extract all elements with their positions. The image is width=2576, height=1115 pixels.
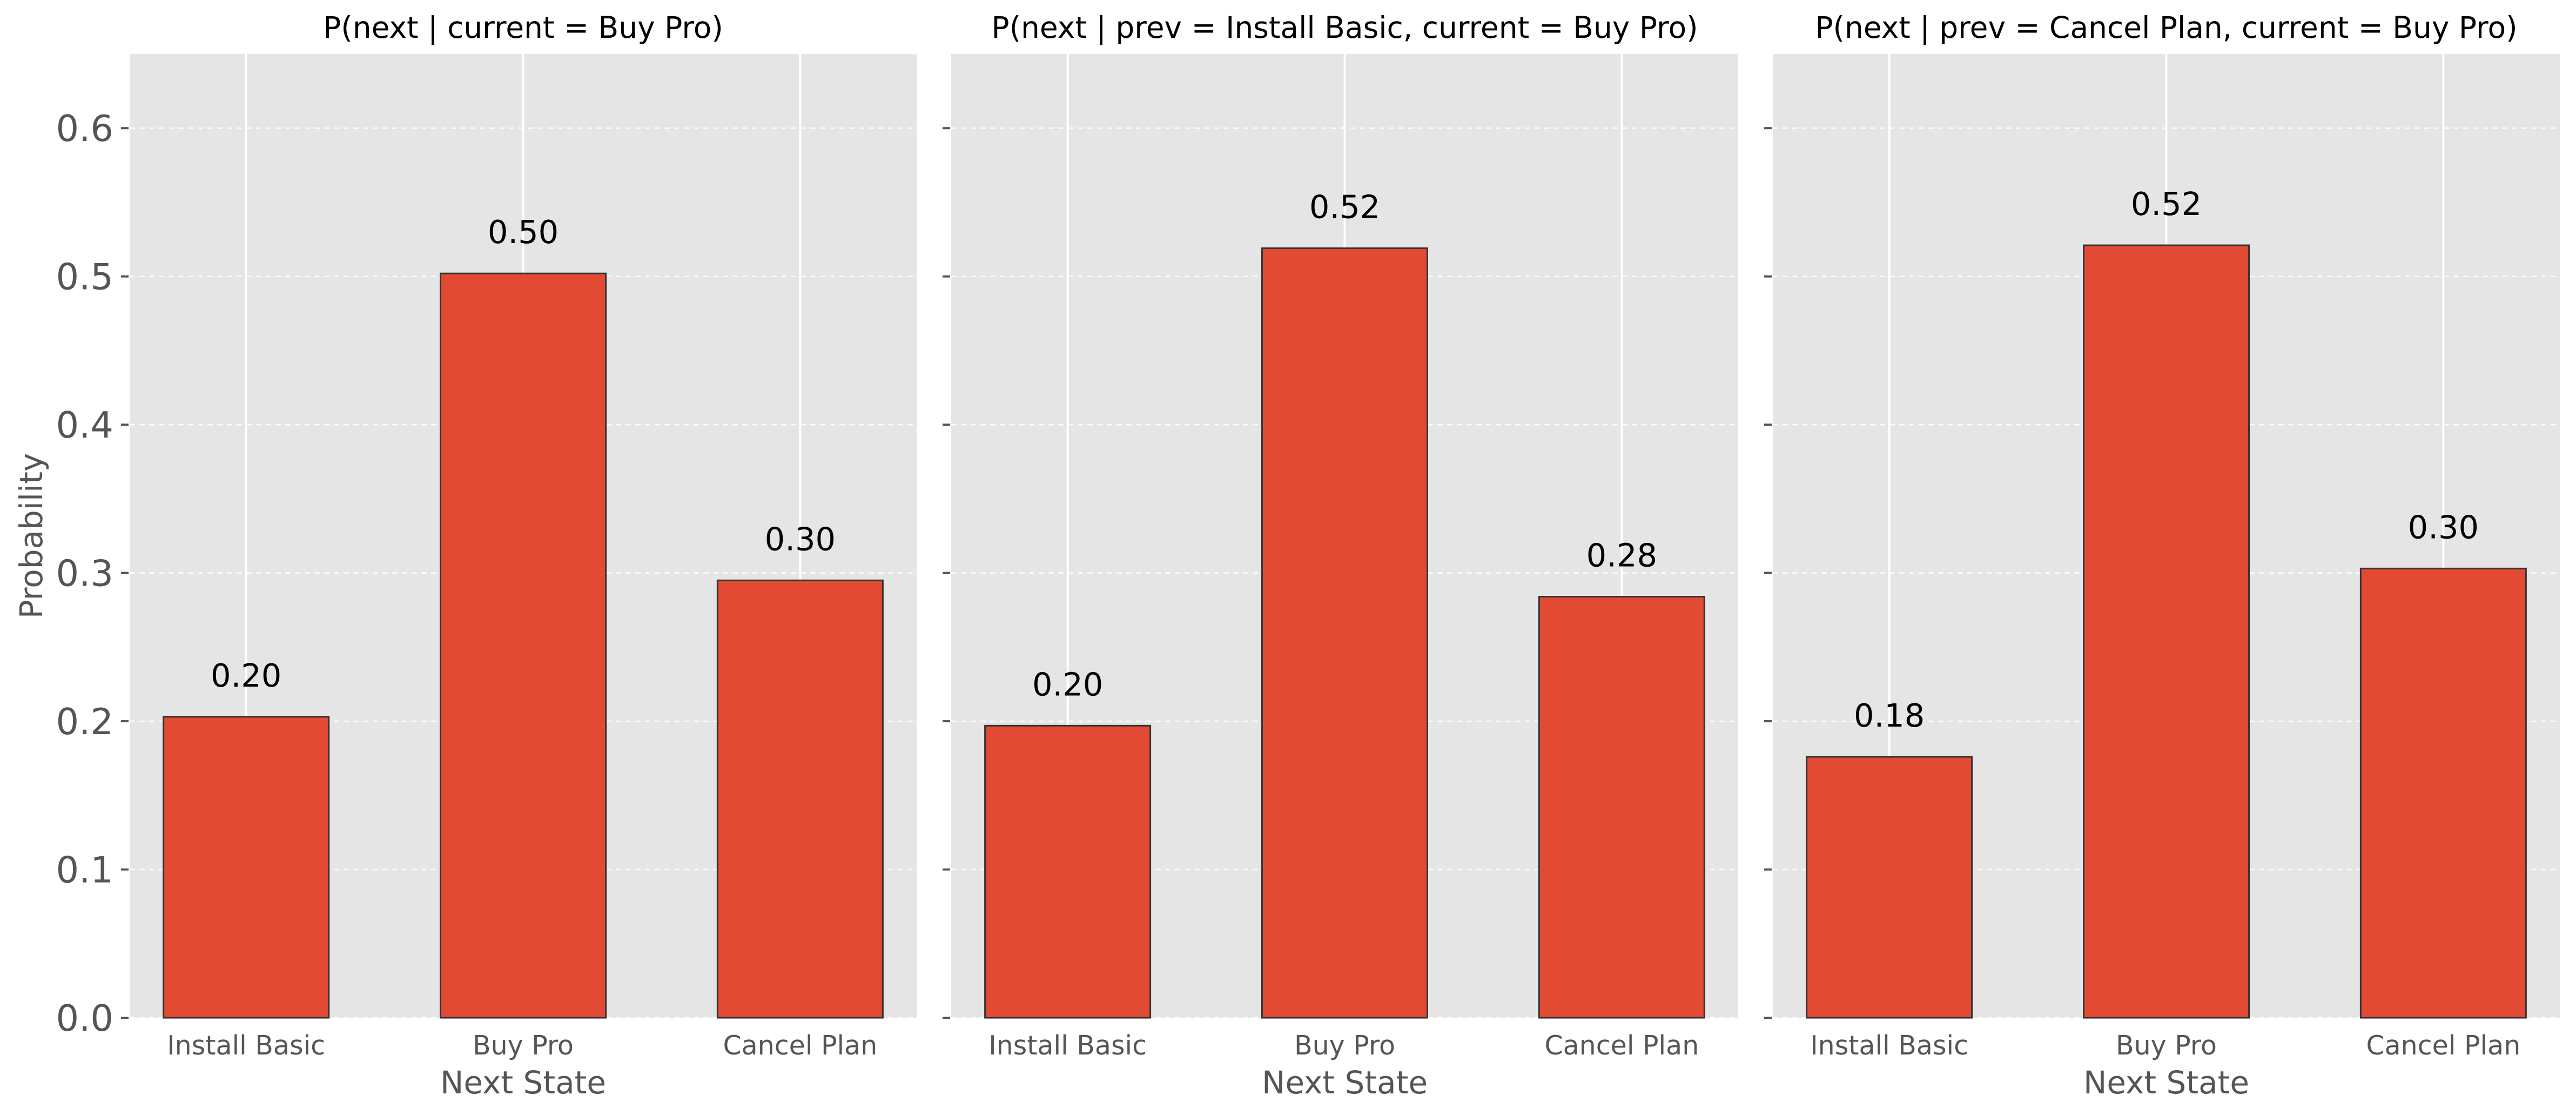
x-tick-label: Cancel Plan (1544, 1030, 1699, 1061)
x-axis-label: Next State (1262, 1064, 1428, 1101)
x-tick-label: Cancel Plan (723, 1030, 877, 1061)
bar-buy-pro (1261, 247, 1428, 1019)
y-tick-label: 0.3 (56, 553, 113, 595)
bar-buy-pro (440, 272, 607, 1019)
bar-cancel-plan (2359, 567, 2527, 1019)
x-tick-label: Install Basic (1810, 1030, 1968, 1061)
chart-panel-3: 0.18 Install Basic 0.52 Buy Pro 0.30 Cancel P… (1764, 10, 2560, 1101)
bar-cancel-plan (1538, 596, 1705, 1019)
bar-cancel-plan (716, 579, 884, 1019)
y-tick-label: 0.6 (56, 108, 113, 150)
data-label: 0.52 (2131, 185, 2202, 223)
chart-title: P(next | prev = Install Basic, current =… (991, 10, 1698, 45)
y-tick-label: 0.5 (56, 256, 113, 298)
data-label: 0.30 (765, 520, 836, 558)
chart-panel-1: 0.0 0.1 0.2 0.3 0.4 0.5 0.6 0.20 Install Basic 0.… (13, 10, 917, 1101)
data-label: 0.50 (488, 213, 559, 251)
chart-title: P(next | current = Buy Pro) (323, 10, 723, 45)
bar-buy-pro (2083, 244, 2250, 1019)
chart-title: P(next | prev = Cancel Plan, current = B… (1815, 10, 2517, 45)
x-axis-label: Next State (2083, 1064, 2249, 1101)
y-tick-label: 0.0 (56, 997, 113, 1039)
x-tick-label: Buy Pro (1294, 1030, 1395, 1061)
x-axis-label: Next State (440, 1064, 606, 1101)
y-tick-label: 0.2 (56, 701, 113, 743)
x-tick-label: Install Basic (167, 1030, 325, 1061)
x-tick-label: Buy Pro (2116, 1030, 2217, 1061)
bar-install-basic (1806, 756, 1973, 1019)
x-tick-label: Buy Pro (473, 1030, 574, 1061)
chart-panel-2: 0.20 Install Basic 0.52 Buy Pro 0.28 Cancel P… (943, 10, 1738, 1101)
x-tick-label: Install Basic (988, 1030, 1147, 1061)
data-label: 0.30 (2408, 508, 2479, 546)
data-label: 0.20 (211, 657, 281, 694)
data-label: 0.20 (1032, 666, 1103, 703)
data-label: 0.28 (1586, 537, 1657, 574)
y-axis-label: Probability (13, 453, 50, 619)
y-tick-label: 0.1 (56, 849, 113, 891)
y-tick-label: 0.4 (56, 404, 113, 446)
data-label: 0.18 (1854, 697, 1925, 734)
x-tick-label: Cancel Plan (2366, 1030, 2520, 1061)
data-label: 0.52 (1309, 189, 1380, 226)
bar-install-basic (984, 724, 1152, 1019)
bar-install-basic (163, 716, 330, 1019)
